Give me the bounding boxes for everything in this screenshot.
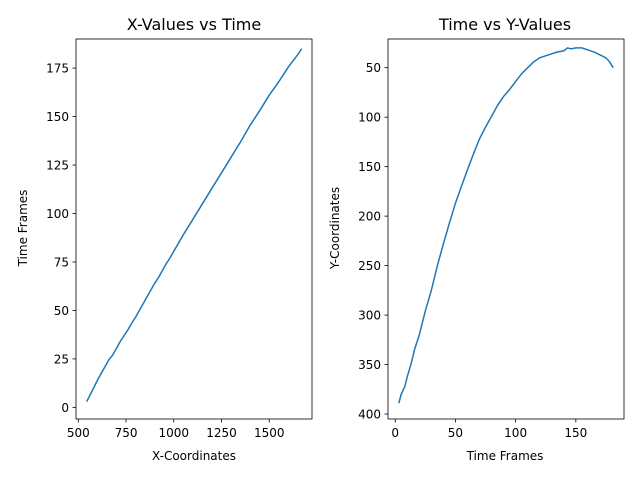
right-chart-series-line xyxy=(398,47,614,404)
right-chart-ytick-label: 300 xyxy=(358,309,381,323)
left-chart-ytick-label: 125 xyxy=(46,159,69,173)
right-chart-ytick-label: 150 xyxy=(358,160,381,174)
right-chart-ylabel: Y-Coordinates xyxy=(328,187,342,270)
left-chart-ytick-label: 50 xyxy=(54,304,69,318)
left-chart-ytick-label: 75 xyxy=(54,255,69,269)
left-chart-xtick-label: 500 xyxy=(67,426,90,440)
left-chart-series-line xyxy=(86,48,303,402)
left-chart-ytick-label: 150 xyxy=(46,110,69,124)
right-chart-title: Time vs Y-Values xyxy=(438,15,571,34)
left-chart-ylabel: Time Frames xyxy=(16,190,30,268)
right-chart-xtick-label: 150 xyxy=(564,426,587,440)
right-chart-ytick-label: 100 xyxy=(358,111,381,125)
left-chart-ytick-label: 175 xyxy=(46,62,69,76)
right-chart-xtick-label: 50 xyxy=(448,426,463,440)
left-chart-xtick-label: 750 xyxy=(115,426,138,440)
left-chart-xlabel: X-Coordinates xyxy=(152,449,236,463)
left-chart-ytick-label: 100 xyxy=(46,207,69,221)
right-chart-ytick-label: 200 xyxy=(358,210,381,224)
right-chart: Time vs Y-Values Time Frames Y-Coordinat… xyxy=(328,15,625,463)
right-chart-ytick-label: 250 xyxy=(358,259,381,273)
left-chart-title: X-Values vs Time xyxy=(127,15,261,34)
left-chart-xtick-label: 1500 xyxy=(254,426,285,440)
right-chart-frame xyxy=(387,38,625,420)
left-chart-xtick-label: 1000 xyxy=(158,426,189,440)
left-chart-ytick-label: 25 xyxy=(54,352,69,366)
right-chart-xtick-label: 0 xyxy=(391,426,399,440)
left-chart-xtick-label: 1250 xyxy=(206,426,237,440)
right-chart-ytick-label: 50 xyxy=(366,61,381,75)
left-chart: X-Values vs Time X-Coordinates Time Fram… xyxy=(16,15,313,463)
right-chart-ytick-label: 400 xyxy=(358,408,381,422)
left-chart-ytick-label: 0 xyxy=(61,401,69,415)
right-chart-ytick-label: 350 xyxy=(358,358,381,372)
right-chart-xlabel: Time Frames xyxy=(466,449,544,463)
right-chart-xtick-label: 100 xyxy=(504,426,527,440)
left-chart-frame xyxy=(75,38,313,420)
